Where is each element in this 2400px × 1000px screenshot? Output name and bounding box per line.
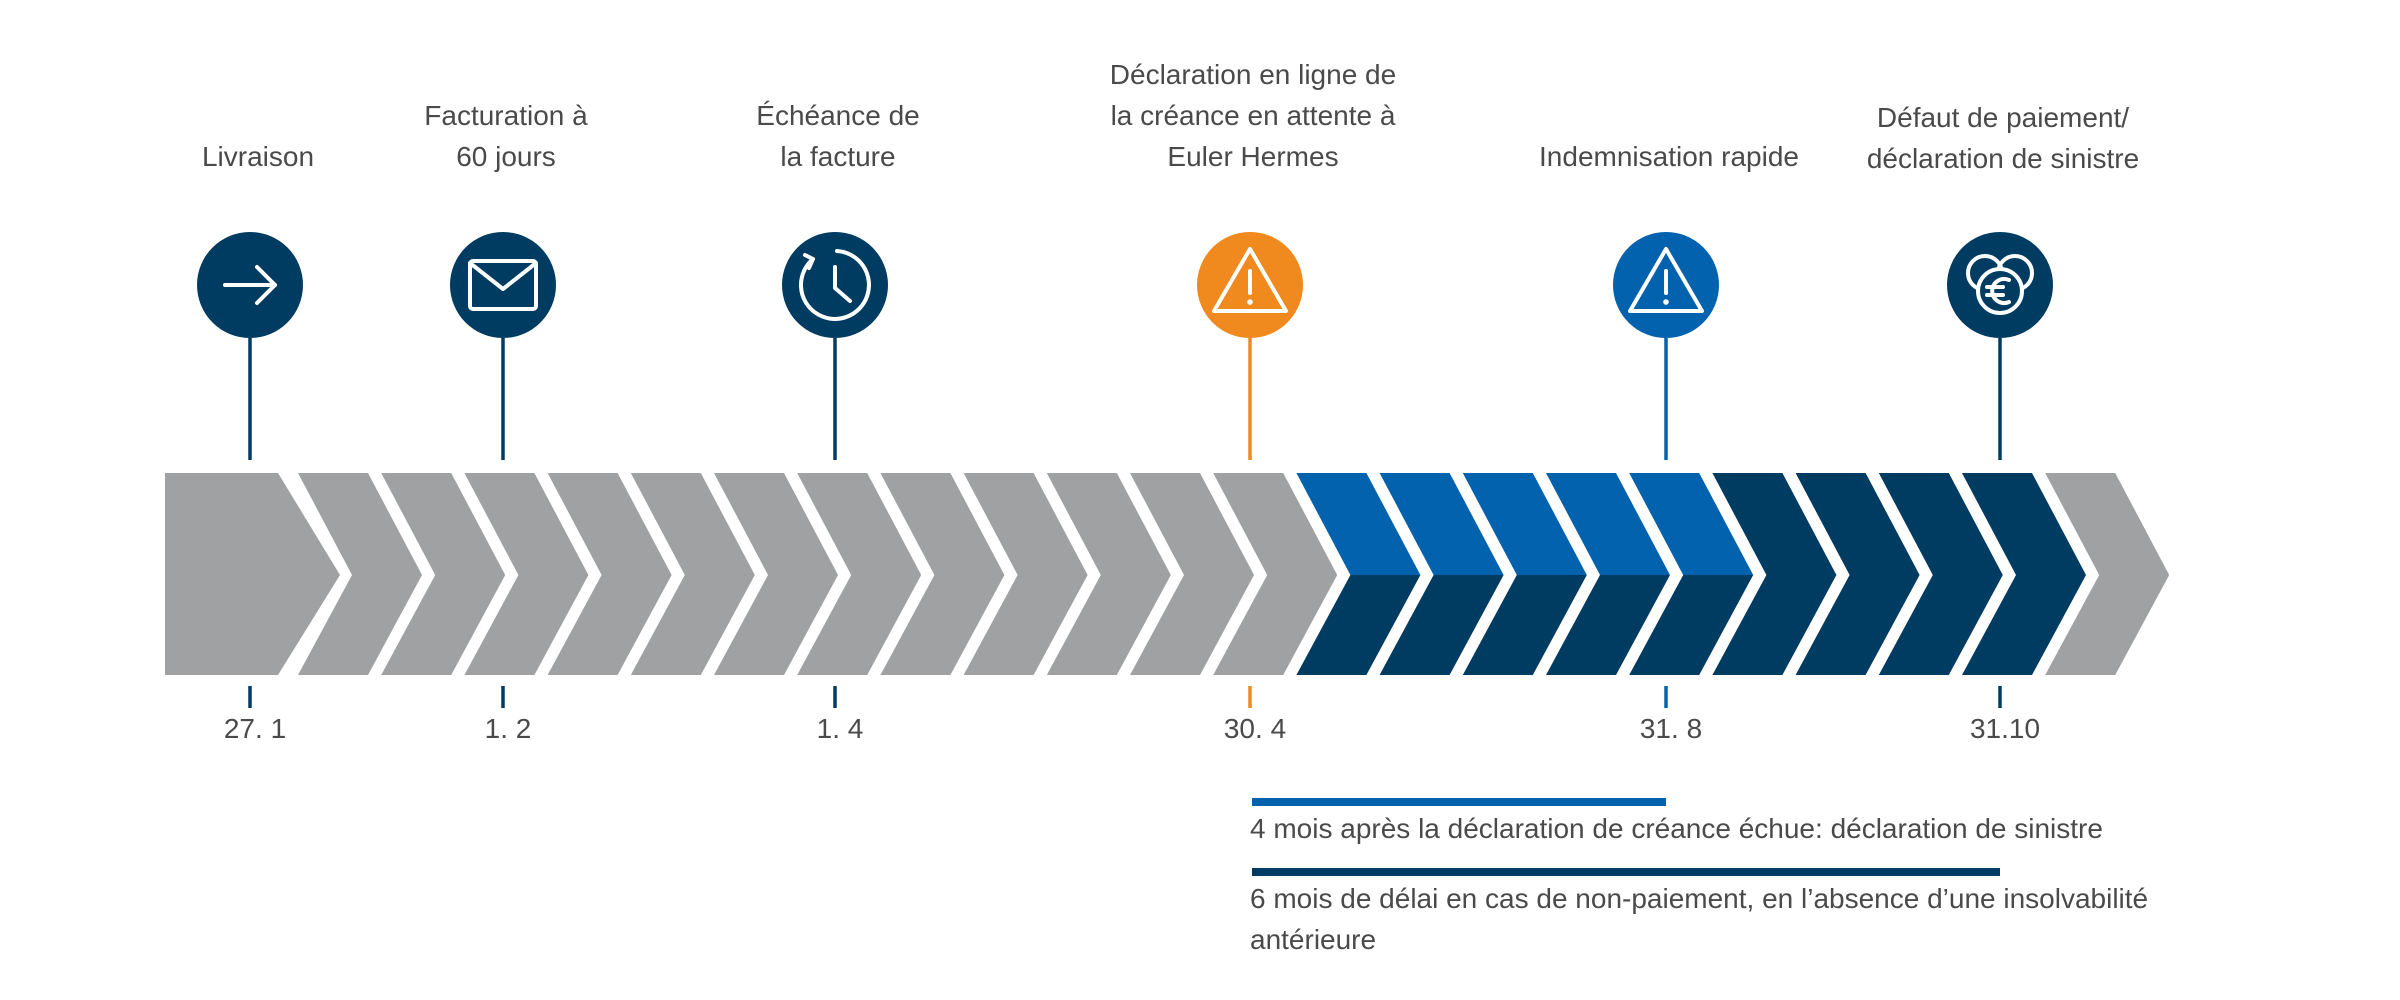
chevron-lower	[1546, 575, 1670, 675]
milestone-label: Facturation à	[424, 100, 588, 131]
chevron	[963, 473, 1088, 675]
milestone-label: Échéance de	[756, 100, 919, 131]
milestone-date: 31.10	[1970, 713, 2040, 744]
chevron-lower	[1462, 575, 1587, 675]
duration-bar	[1252, 868, 2000, 876]
chevron	[797, 473, 922, 675]
chevron-upper	[1462, 473, 1587, 575]
clock-icon	[798, 249, 871, 321]
warning-icon	[1628, 247, 1704, 313]
chevron-lower	[1629, 575, 1754, 675]
milestone: Déclaration en ligne de la créance en att…	[1110, 59, 1396, 744]
milestone-label: Défaut de paiement/	[1877, 102, 2129, 133]
chevron-start	[165, 473, 340, 675]
euro-coins-icon	[1966, 254, 2034, 315]
milestone: Livraison 27. 1	[197, 141, 314, 744]
milestone: Échéance de la facture 1. 4	[756, 100, 919, 744]
chevron	[1962, 473, 2086, 675]
warning-icon	[1212, 247, 1288, 313]
chevron-lower	[1296, 575, 1421, 675]
milestone-date: 27. 1	[224, 713, 286, 744]
chevron	[298, 473, 422, 675]
chevron	[1130, 473, 1254, 675]
milestone-label: Indemnisation rapide	[1539, 141, 1799, 172]
milestone-date: 31. 8	[1640, 713, 1702, 744]
chevron	[714, 473, 838, 675]
chevron-band	[165, 473, 2170, 675]
chevron	[1878, 473, 2003, 675]
chevron	[381, 473, 506, 675]
chevron	[464, 473, 589, 675]
chevron	[1795, 473, 1920, 675]
milestone: Facturation à 60 jours 1. 2	[424, 100, 588, 744]
chevron	[1712, 473, 1837, 675]
chevron	[2045, 473, 2170, 675]
chevron	[1213, 473, 1338, 675]
milestone-label: la facture	[780, 141, 895, 172]
chevron-upper	[1296, 473, 1421, 575]
note-text: antérieure	[1250, 924, 1376, 955]
duration-bar	[1252, 798, 1666, 806]
milestone: Indemnisation rapide 31. 8	[1539, 141, 1799, 744]
milestone-label: déclaration de sinistre	[1867, 143, 2139, 174]
milestone-date: 30. 4	[1224, 713, 1286, 744]
chevron-upper	[1629, 473, 1754, 575]
chevron	[547, 473, 672, 675]
notes: 4 mois après la déclaration de créance é…	[1250, 798, 2148, 955]
note-text: 4 mois après la déclaration de créance é…	[1250, 813, 2103, 844]
chevron-upper	[1546, 473, 1670, 575]
chevron	[880, 473, 1005, 675]
milestone-label: Livraison	[202, 141, 314, 172]
note-text: 6 mois de délai en cas de non-paiement, …	[1250, 883, 2148, 914]
envelope-icon	[468, 259, 538, 311]
chevron-lower	[1379, 575, 1504, 675]
note: 4 mois après la déclaration de créance é…	[1250, 798, 2103, 844]
milestone-circle	[450, 232, 556, 338]
chevron	[1046, 473, 1171, 675]
note: 6 mois de délai en cas de non-paiement, …	[1250, 868, 2148, 955]
milestone-date: 1. 2	[485, 713, 532, 744]
milestone: Défaut de paiement/déclaration de sinist…	[1867, 102, 2139, 744]
chevron-upper	[1379, 473, 1504, 575]
milestone-label: Euler Hermes	[1167, 141, 1338, 172]
milestone-date: 1. 4	[817, 713, 864, 744]
milestone-label: Déclaration en ligne de	[1110, 59, 1396, 90]
chevron	[630, 473, 755, 675]
arrow-right-icon	[223, 265, 277, 305]
milestone-label: la créance en attente à	[1111, 100, 1396, 131]
milestone-label: 60 jours	[456, 141, 556, 172]
milestones: Livraison 27. 1 Facturation à 60 jours 1. 2 É…	[197, 59, 2139, 744]
